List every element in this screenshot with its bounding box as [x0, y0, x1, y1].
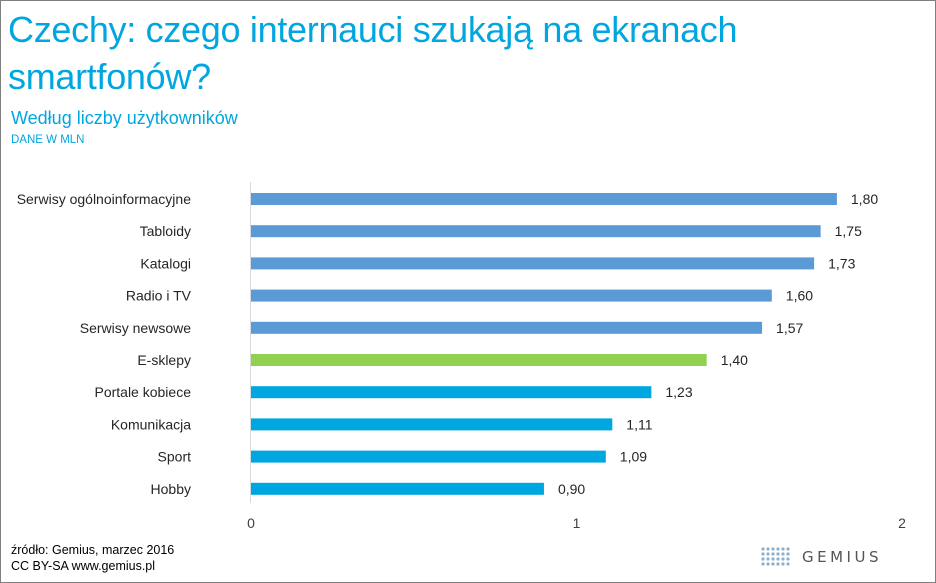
bar — [251, 482, 544, 495]
bar — [251, 418, 613, 431]
license-line: CC BY-SA www.gemius.pl — [11, 559, 156, 573]
category-label: Tabloidy — [140, 223, 191, 239]
category-label: Serwisy newsowe — [80, 320, 191, 336]
source-line: źródło: Gemius, marzec 2016 — [11, 543, 175, 557]
data-label: 1,60 — [786, 288, 813, 304]
bar — [251, 289, 772, 302]
data-label: 1,11 — [626, 416, 652, 432]
bar — [251, 193, 837, 205]
x-tick-label: 1 — [573, 515, 581, 531]
category-label: Serwisy ogólnoinformacyjne — [17, 191, 192, 207]
page-title: Czechy: czego internauci szukają na ekra… — [8, 9, 738, 97]
data-label: 1,23 — [665, 384, 692, 400]
bar — [251, 386, 652, 399]
units-note: DANE W MLN — [11, 134, 85, 146]
bar — [251, 450, 606, 463]
bar — [251, 354, 707, 366]
gemius-logo: GEMIUS — [760, 546, 882, 568]
category-label: Sport — [158, 449, 192, 465]
category-label: Hobby — [151, 481, 191, 497]
chart-subtitle: Według liczby użytkowników — [11, 108, 238, 128]
category-label: Portale kobiece — [94, 384, 191, 400]
x-tick-label: 2 — [898, 515, 906, 531]
data-label: 1,40 — [721, 352, 748, 368]
logo-dots-icon — [761, 547, 790, 566]
category-label: Radio i TV — [126, 288, 192, 304]
data-label: 1,57 — [776, 320, 803, 336]
data-label: 1,75 — [835, 223, 862, 239]
data-label: 0,90 — [558, 481, 585, 497]
data-label: 1,80 — [851, 191, 878, 207]
data-label: 1,09 — [620, 449, 647, 465]
source-note: źródło: Gemius, marzec 2016 CC BY-SA www… — [11, 542, 174, 574]
bar — [251, 225, 821, 238]
x-tick-label: 0 — [247, 515, 255, 531]
bar — [251, 321, 763, 334]
data-label: 1,73 — [828, 255, 855, 271]
logo-wordmark: GEMIUS — [802, 548, 882, 566]
bar — [251, 257, 815, 270]
category-label: E-sklepy — [137, 352, 191, 368]
category-label: Komunikacja — [111, 416, 191, 432]
category-label: Katalogi — [140, 255, 191, 271]
